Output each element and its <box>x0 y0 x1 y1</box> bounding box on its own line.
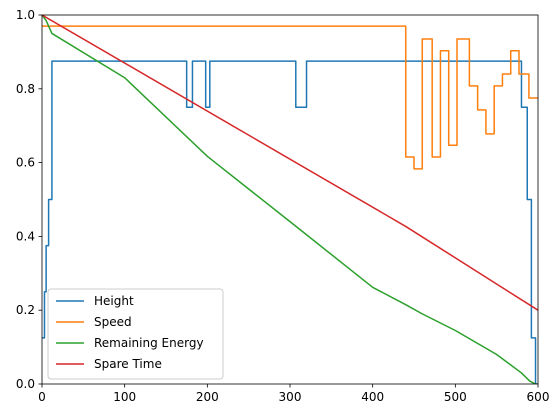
y-tick-label: 1.0 <box>16 8 35 22</box>
x-tick-label: 300 <box>279 390 302 404</box>
x-tick-label: 200 <box>196 390 219 404</box>
y-axis: 0.0 0.2 0.4 0.6 0.8 1.0 <box>16 8 42 391</box>
legend: Height Speed Remaining Energy Spare Time <box>47 288 224 380</box>
legend-label-spare-time: Spare Time <box>94 357 162 371</box>
legend-box <box>47 288 224 380</box>
y-tick-label: 0.6 <box>16 156 35 170</box>
x-tick-label: 100 <box>113 390 136 404</box>
x-tick-label: 500 <box>444 390 467 404</box>
x-tick-label: 0 <box>38 390 46 404</box>
legend-label-speed: Speed <box>94 315 132 329</box>
y-tick-label: 0.0 <box>16 377 35 391</box>
x-tick-label: 600 <box>527 390 550 404</box>
x-axis: 0 100 200 300 400 500 600 <box>38 384 549 404</box>
legend-label-height: Height <box>94 294 134 308</box>
legend-label-remaining-energy: Remaining Energy <box>94 336 204 350</box>
y-tick-label: 0.2 <box>16 303 35 317</box>
series-line-speed <box>42 25 538 170</box>
series-line-height <box>42 60 538 384</box>
x-tick-label: 400 <box>361 390 384 404</box>
y-tick-label: 0.4 <box>16 229 35 243</box>
plot-lines <box>42 15 538 384</box>
series-line-spare-time <box>42 15 538 311</box>
series-line-remaining-energy <box>42 15 536 384</box>
y-tick-label: 0.8 <box>16 82 35 96</box>
